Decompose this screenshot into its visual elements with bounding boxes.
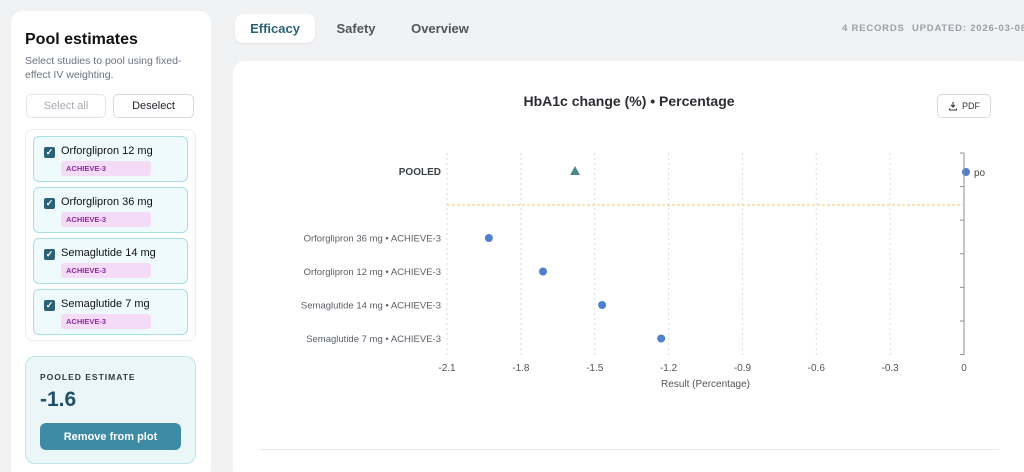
pdf-label: PDF — [962, 101, 980, 111]
x-tick-label: -1.5 — [586, 363, 604, 374]
data-point[interactable] — [484, 234, 493, 242]
study-tag: ACHIEVE-3 — [61, 212, 151, 227]
checkbox[interactable]: ✓ — [44, 147, 55, 158]
data-point[interactable] — [598, 301, 607, 309]
study-item[interactable]: ✓ Orforglipron 12 mg ACHIEVE-3 — [33, 136, 188, 182]
pooled-estimate-label: POOLED ESTIMATE — [40, 372, 136, 382]
chart-card: HbA1c change (%) • Percentage PDF po -2.… — [233, 61, 1024, 472]
study-tag: ACHIEVE-3 — [61, 263, 151, 278]
study-item[interactable]: ✓ Semaglutide 14 mg ACHIEVE-3 — [33, 238, 188, 284]
checkbox[interactable]: ✓ — [44, 249, 55, 260]
select-all-button[interactable]: Select all — [26, 94, 106, 118]
study-tag: ACHIEVE-3 — [61, 314, 151, 329]
x-tick-label: -1.2 — [660, 363, 678, 374]
forest-plot: po -2.1 -1.8 -1.5 -1.2 -0.9 -0.6 -0.3 0 POOLED Or… — [301, 152, 986, 390]
study-tag: ACHIEVE-3 — [61, 161, 151, 176]
study-name: Orforglipron 36 mg — [61, 196, 153, 208]
row-label: Semaglutide 14 mg • ACHIEVE-3 — [301, 301, 441, 312]
x-tick-label: -0.6 — [808, 363, 826, 374]
panel-title: Pool estimates — [25, 31, 138, 48]
row-label: Orforglipron 36 mg • ACHIEVE-3 — [304, 234, 441, 245]
pool-estimates-panel: Pool estimates Select studies to pool us… — [11, 11, 211, 472]
x-axis-label: Result (Percentage) — [661, 379, 750, 390]
deselect-button[interactable]: Deselect — [113, 94, 194, 118]
pooled-marker[interactable] — [570, 166, 581, 175]
divider — [259, 449, 999, 450]
row-label: Semaglutide 7 mg • ACHIEVE-3 — [306, 334, 441, 345]
record-count: 4 RECORDS — [842, 23, 905, 34]
chart-title: HbA1c change (%) • Percentage — [523, 93, 735, 109]
legend-marker — [962, 168, 970, 176]
study-name: Orforglipron 12 mg — [61, 145, 153, 157]
study-item[interactable]: ✓ Orforglipron 36 mg ACHIEVE-3 — [33, 187, 188, 233]
pdf-export-button[interactable]: PDF — [937, 94, 991, 118]
study-name: Semaglutide 14 mg — [61, 247, 156, 259]
x-tick-label: -2.1 — [438, 363, 456, 374]
row-label: Orforglipron 12 mg • ACHIEVE-3 — [304, 267, 441, 278]
data-point[interactable] — [657, 334, 666, 343]
x-tick-label: 0 — [961, 363, 967, 374]
data-point[interactable] — [539, 267, 548, 276]
checkbox[interactable]: ✓ — [44, 300, 55, 311]
x-tick-label: -1.8 — [512, 363, 530, 374]
x-tick-label: -0.3 — [882, 363, 900, 374]
x-tick-label: -0.9 — [734, 363, 752, 374]
last-updated: UPDATED: 2026-03-08 — [912, 23, 1024, 34]
tab-safety[interactable]: Safety — [336, 21, 376, 36]
download-icon — [948, 102, 958, 111]
tab-overview[interactable]: Overview — [411, 21, 469, 36]
pooled-estimate-card: POOLED ESTIMATE -1.6 Remove from plot — [25, 356, 196, 464]
study-name: Semaglutide 7 mg — [61, 298, 150, 310]
pooled-row-label: POOLED — [399, 167, 441, 178]
legend-label: po — [974, 168, 986, 179]
study-item[interactable]: ✓ Semaglutide 7 mg ACHIEVE-3 — [33, 289, 188, 335]
tab-efficacy[interactable]: Efficacy — [235, 14, 315, 43]
panel-description: Select studies to pool using fixed-effec… — [25, 55, 182, 81]
study-list: ✓ Orforglipron 12 mg ACHIEVE-3 ✓ Orforgl… — [25, 129, 196, 341]
pooled-estimate-value: -1.6 — [40, 388, 77, 411]
checkbox[interactable]: ✓ — [44, 198, 55, 209]
remove-from-plot-button[interactable]: Remove from plot — [40, 423, 181, 450]
